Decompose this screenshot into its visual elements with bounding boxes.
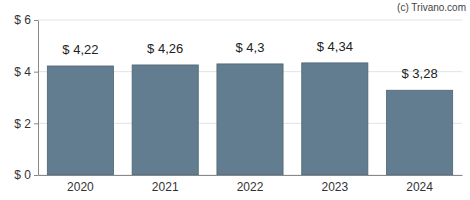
- x-axis-line: [39, 175, 463, 176]
- x-axis: 2020 2021 2022 2023 2024: [39, 176, 463, 194]
- x-tick: 2020: [67, 180, 94, 194]
- bar: [217, 64, 283, 175]
- annotation: (c) Trivano.com: [397, 2, 466, 13]
- bar: [132, 65, 198, 175]
- y-tick: $ 4: [14, 65, 38, 79]
- x-tick-label: 2020: [67, 180, 94, 194]
- x-tick: 2022: [237, 180, 264, 194]
- grid: [38, 20, 462, 175]
- bar: [47, 66, 113, 175]
- y-tick-mark: [34, 175, 38, 176]
- y-tick-label: $ 2: [14, 117, 31, 131]
- x-tick-label: 2023: [321, 180, 348, 194]
- grid-line: [38, 20, 462, 21]
- y-tick-label: $ 6: [14, 13, 31, 27]
- data-label: $ 3,28: [402, 66, 438, 81]
- bar: [302, 63, 368, 175]
- y-tick-mark: [34, 72, 38, 73]
- y-tick: $ 2: [14, 117, 38, 131]
- x-tick: 2021: [152, 180, 179, 194]
- x-tick-label: 2021: [152, 180, 179, 194]
- x-tick-label: 2024: [406, 180, 433, 194]
- y-tick: $ 6: [14, 13, 38, 27]
- data-label: $ 4,34: [317, 39, 353, 54]
- y-tick-mark: [34, 20, 38, 21]
- data-labels: $ 4,22 $ 4,26 $ 4,3 $ 4,34 $ 3,28: [62, 39, 437, 81]
- y-tick-label: $ 4: [14, 65, 31, 79]
- bars: [47, 63, 452, 175]
- data-label: $ 4,22: [62, 42, 98, 57]
- x-tick-label: 2022: [237, 180, 264, 194]
- x-tick: 2024: [406, 180, 433, 194]
- x-tick: 2023: [321, 180, 348, 194]
- y-tick: $ 0: [14, 168, 38, 182]
- y-tick-label: $ 0: [14, 168, 31, 182]
- bar: [387, 90, 453, 175]
- y-axis-line: [38, 21, 39, 176]
- y-tick-mark: [34, 123, 38, 124]
- y-axis: $ 0 $ 2 $ 4 $ 6: [14, 13, 38, 182]
- data-label: $ 4,26: [147, 41, 183, 56]
- data-label: $ 4,3: [236, 40, 265, 55]
- chart: $ 4,22$ 4,26$ 4,3$ 4,34$ 3,28$ 0$ 2$ 4$ …: [0, 0, 470, 200]
